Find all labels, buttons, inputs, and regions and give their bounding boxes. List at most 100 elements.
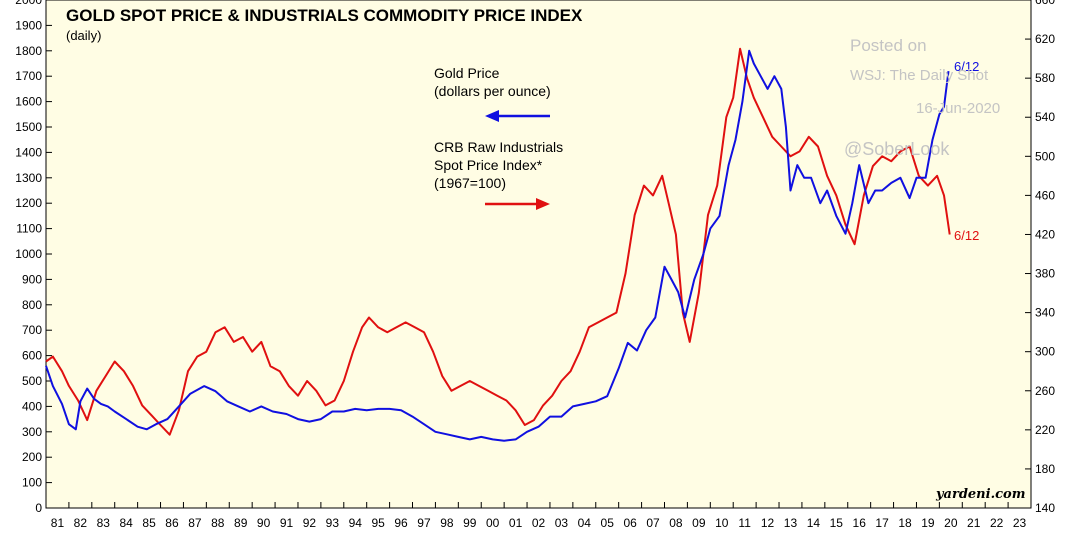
x-tick-label: 01	[509, 516, 523, 530]
x-tick-label: 10	[715, 516, 729, 530]
x-tick-label: 16	[853, 516, 867, 530]
x-tick-label: 12	[761, 516, 775, 530]
x-tick-label: 22	[990, 516, 1004, 530]
left-tick-label: 100	[22, 476, 42, 490]
left-tick-label: 1500	[15, 120, 42, 134]
watermark-handle: @SoberLook	[844, 139, 950, 159]
left-tick-label: 400	[22, 399, 42, 413]
x-tick-label: 99	[463, 516, 477, 530]
left-tick-label: 700	[22, 323, 42, 337]
right-y-axis: 140 180 220 260 300 340 380 420 460 500 540 580 620 6…	[1025, 0, 1055, 515]
x-tick-label: 11	[738, 516, 751, 530]
x-tick-label: 20	[944, 516, 958, 530]
x-tick-label: 23	[1013, 516, 1027, 530]
left-tick-label: 0	[35, 501, 42, 515]
x-tick-label: 19	[921, 516, 935, 530]
legend-gold-arrow-icon	[485, 110, 550, 122]
right-tick-label: 220	[1035, 423, 1055, 437]
x-tick-label: 04	[578, 516, 592, 530]
x-tick-label: 95	[371, 516, 385, 530]
right-tick-label: 620	[1035, 32, 1055, 46]
x-tick-label: 02	[532, 516, 546, 530]
left-tick-label: 1200	[15, 196, 42, 210]
x-axis: 81 82 83 84 85 86 87 88 89 90 91 92 93 94 95 96 97 98 99 00…	[45, 502, 1027, 530]
x-tick-label: 14	[807, 516, 821, 530]
right-tick-label: 260	[1035, 384, 1055, 398]
x-tick-label: 98	[440, 516, 454, 530]
left-tick-label: 500	[22, 374, 42, 388]
x-tick-label: 81	[51, 516, 65, 530]
legend-crb-line2: Spot Price Index*	[434, 157, 543, 173]
x-tick-label: 92	[303, 516, 317, 530]
chart-subtitle: (daily)	[66, 28, 101, 43]
left-tick-label: 1400	[15, 145, 42, 159]
x-tick-label: 03	[555, 516, 569, 530]
x-tick-label: 96	[394, 516, 408, 530]
legend-crb-arrow-icon	[485, 198, 550, 210]
crb-end-label: 6/12	[954, 228, 979, 243]
source-credit: yardeni.com	[935, 487, 1025, 502]
x-tick-label: 91	[280, 516, 294, 530]
x-tick-label: 17	[875, 516, 889, 530]
left-tick-label: 900	[22, 272, 42, 286]
x-tick-label: 85	[142, 516, 156, 530]
x-tick-label: 94	[349, 516, 363, 530]
x-tick-label: 83	[97, 516, 111, 530]
x-tick-label: 87	[188, 516, 202, 530]
legend-crb-line1: CRB Raw Industrials	[434, 139, 563, 155]
right-tick-label: 300	[1035, 345, 1055, 359]
left-tick-label: 1300	[15, 171, 42, 185]
x-tick-label: 86	[165, 516, 179, 530]
left-tick-label: 200	[22, 450, 42, 464]
right-tick-label: 420	[1035, 227, 1055, 241]
legend-gold-line1: Gold Price	[434, 65, 500, 81]
x-tick-label: 05	[601, 516, 615, 530]
gold-series-line	[45, 49, 950, 442]
x-tick-label: 21	[967, 516, 981, 530]
left-tick-label: 1700	[15, 69, 42, 83]
x-tick-label: 88	[211, 516, 225, 530]
x-tick-label: 89	[234, 516, 248, 530]
legend-gold-line2: (dollars per ounce)	[434, 83, 551, 99]
right-tick-label: 140	[1035, 501, 1055, 515]
x-tick-label: 97	[417, 516, 431, 530]
left-tick-label: 1800	[15, 44, 42, 58]
left-tick-label: 1600	[15, 95, 42, 109]
x-tick-label: 00	[486, 516, 500, 530]
gold-end-label: 6/12	[954, 59, 979, 74]
plot-background	[46, 0, 1031, 508]
x-tick-label: 07	[646, 516, 660, 530]
legend-crb-line3: (1967=100)	[434, 175, 506, 191]
x-tick-label: 93	[326, 516, 340, 530]
right-tick-label: 340	[1035, 306, 1055, 320]
x-tick-label: 08	[669, 516, 683, 530]
x-tick-label: 13	[784, 516, 798, 530]
left-tick-label: 300	[22, 425, 42, 439]
right-tick-label: 540	[1035, 110, 1055, 124]
x-tick-label: 90	[257, 516, 271, 530]
x-tick-label: 18	[898, 516, 912, 530]
watermark-posted-on: Posted on	[850, 36, 927, 55]
left-tick-label: 600	[22, 349, 42, 363]
right-tick-label: 460	[1035, 188, 1055, 202]
left-tick-label: 2000	[15, 0, 42, 7]
x-tick-label: 06	[623, 516, 637, 530]
left-tick-label: 1900	[15, 18, 42, 32]
x-tick-label: 82	[74, 516, 88, 530]
left-tick-label: 1100	[16, 222, 42, 236]
x-tick-label: 09	[692, 516, 706, 530]
x-tick-label: 84	[119, 516, 133, 530]
crb-series-line	[45, 47, 951, 436]
x-tick-label: 15	[830, 516, 844, 530]
right-tick-label: 180	[1035, 462, 1055, 476]
right-tick-label: 380	[1035, 267, 1055, 281]
left-y-axis: 0 100 200 300 400 500 600 700 800 900 1000 1100 1200…	[15, 0, 52, 515]
watermark-date: 16-Jun-2020	[916, 100, 1000, 117]
right-tick-label: 580	[1035, 71, 1055, 85]
right-tick-label: 660	[1035, 0, 1055, 7]
left-tick-label: 1000	[15, 247, 42, 261]
chart-title: GOLD SPOT PRICE & INDUSTRIALS COMMODITY …	[66, 6, 583, 25]
watermark-source: WSJ: The Daily Shot	[850, 67, 989, 84]
left-tick-label: 800	[22, 298, 42, 312]
